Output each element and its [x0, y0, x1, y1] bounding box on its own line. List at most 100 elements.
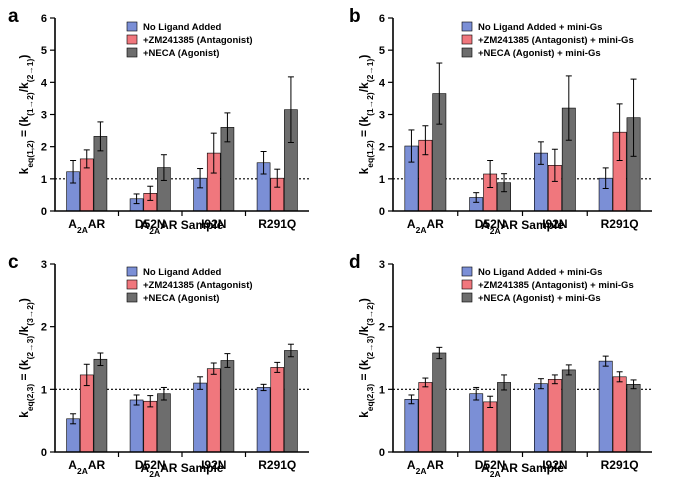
- panel-letter: c: [8, 252, 19, 273]
- bar: [469, 393, 484, 453]
- panel-d: 0 1 2 3 A2AAR D52N I92N R291Q A2AAR Sample keq(2,…: [349, 252, 652, 479]
- panel-letter: a: [8, 6, 19, 27]
- bar: [93, 358, 108, 453]
- legend-label: +ZM241385 (Antagonist): [143, 280, 253, 291]
- legend-swatch: [461, 266, 473, 277]
- legend-label: No Ligand Added + mini-Gs: [478, 267, 602, 278]
- bar: [547, 379, 562, 453]
- bar: [220, 360, 235, 453]
- x-tick-label: I92N: [201, 458, 226, 472]
- x-axis-label: A2AAR Sample: [481, 461, 564, 479]
- legend-label: No Ligand Added: [143, 22, 221, 33]
- panel-b: 0 1 2 3 4 5 6 A2AAR D52N I92N R291Q A2AAR Sample keq…: [349, 6, 652, 236]
- y-axis-label: keq(1,2) = (k(1→2)/k(2→1)): [17, 55, 35, 175]
- y-tick-label: 2: [41, 322, 47, 334]
- y-tick-label: 3: [41, 110, 47, 122]
- y-axis-label: keq(2,3) = (k(2→3)/k(3→2)): [357, 298, 375, 418]
- x-tick-label: D52N: [135, 458, 166, 472]
- legend-swatch: [126, 266, 138, 277]
- y-axis-label: keq(1,2) = (k(1→2)/k(2→1)): [357, 55, 375, 175]
- y-axis-label: keq(2,3) = (k(2→3)/k(3→2)): [17, 298, 35, 418]
- bar: [612, 376, 627, 453]
- y-tick-label: 1: [379, 384, 385, 396]
- y-tick-label: 2: [41, 142, 47, 154]
- bar: [129, 399, 144, 453]
- legend-label: +NECA (Agonist) + mini-Gs: [478, 48, 601, 59]
- bar: [284, 350, 298, 453]
- y-tick-label: 0: [379, 206, 385, 218]
- y-tick-label: 0: [41, 447, 47, 459]
- legend: No Ligand Added +ZM241385 (Antagonist) +NE…: [126, 21, 253, 59]
- panel-letter: b: [349, 6, 361, 27]
- bar: [432, 352, 447, 453]
- bar: [79, 374, 94, 453]
- bar: [270, 367, 285, 453]
- bar: [483, 401, 498, 453]
- y-tick-label: 6: [41, 13, 47, 25]
- bar: [598, 360, 613, 453]
- y-tick-label: 4: [379, 77, 386, 89]
- y-tick-label: 4: [41, 77, 48, 89]
- bar: [418, 382, 433, 453]
- x-tick-label: R291Q: [258, 217, 296, 231]
- x-tick-label: A2AAR: [68, 217, 105, 235]
- y-tick-label: 6: [379, 13, 385, 25]
- x-tick-label: A2AAR: [68, 458, 105, 476]
- x-tick-label: R291Q: [601, 458, 639, 472]
- x-tick-label: D52N: [475, 217, 506, 231]
- legend-label: +NECA (Agonist): [143, 293, 219, 304]
- legend: No Ligand Added + mini-Gs +ZM241385 (Anta…: [461, 266, 634, 304]
- x-tick-label: A2AAR: [407, 458, 444, 476]
- legend-label: +ZM241385 (Antagonist) + mini-Gs: [478, 280, 634, 291]
- y-tick-label: 3: [379, 259, 385, 271]
- bar: [206, 368, 221, 453]
- y-tick-label: 5: [379, 45, 385, 57]
- panel-a: 0 1 2 3 4 5 6 A2AAR D52N I92N R291Q A2AAR Sample keq…: [8, 6, 309, 236]
- legend-label: No Ligand Added: [143, 267, 221, 278]
- y-tick-label: 3: [41, 259, 47, 271]
- legend-swatch: [461, 279, 473, 290]
- y-tick-label: 5: [41, 45, 47, 57]
- y-tick-label: 1: [379, 174, 385, 186]
- panel-c: 0 1 2 3 A2AAR D52N I92N R291Q A2AAR Sample keq(2,…: [8, 252, 309, 479]
- bar: [193, 382, 207, 453]
- bar: [157, 393, 171, 453]
- x-axis-label: A2AAR Sample: [141, 218, 224, 236]
- bar: [626, 384, 641, 453]
- bar: [561, 369, 576, 453]
- legend-label: +ZM241385 (Antagonist) + mini-Gs: [478, 35, 634, 46]
- x-tick-label: D52N: [135, 217, 166, 231]
- bar: [497, 382, 511, 453]
- legend-swatch: [126, 279, 138, 290]
- panel-letter: d: [349, 252, 361, 273]
- legend-label: +ZM241385 (Antagonist): [143, 35, 253, 46]
- y-tick-label: 0: [41, 206, 47, 218]
- legend: No Ligand Added + mini-Gs +ZM241385 (Anta…: [461, 21, 634, 59]
- legend-swatch: [126, 47, 138, 58]
- legend-label: +NECA (Agonist) + mini-Gs: [478, 293, 601, 304]
- x-tick-label: R291Q: [601, 217, 639, 231]
- x-tick-label: R291Q: [258, 458, 296, 472]
- x-tick-label: A2AAR: [407, 217, 444, 235]
- legend-swatch: [126, 34, 138, 45]
- legend-swatch: [461, 292, 473, 303]
- x-tick-label: I92N: [542, 458, 567, 472]
- x-tick-label: I92N: [542, 217, 567, 231]
- bar: [534, 383, 548, 453]
- legend-swatch: [461, 47, 473, 58]
- y-tick-label: 2: [379, 142, 385, 154]
- legend-label: +NECA (Agonist): [143, 48, 219, 59]
- legend: No Ligand Added +ZM241385 (Antagonist) +NE…: [126, 266, 253, 304]
- y-tick-label: 2: [379, 322, 385, 334]
- x-axis-label: A2AAR Sample: [481, 218, 564, 236]
- bar: [143, 400, 158, 453]
- y-tick-label: 0: [379, 447, 385, 459]
- legend-label: No Ligand Added + mini-Gs: [478, 22, 602, 33]
- legend-swatch: [126, 292, 138, 303]
- bar: [256, 387, 271, 453]
- x-tick-label: D52N: [475, 458, 506, 472]
- y-tick-label: 1: [41, 174, 47, 186]
- y-tick-label: 3: [379, 110, 385, 122]
- legend-swatch: [461, 34, 473, 45]
